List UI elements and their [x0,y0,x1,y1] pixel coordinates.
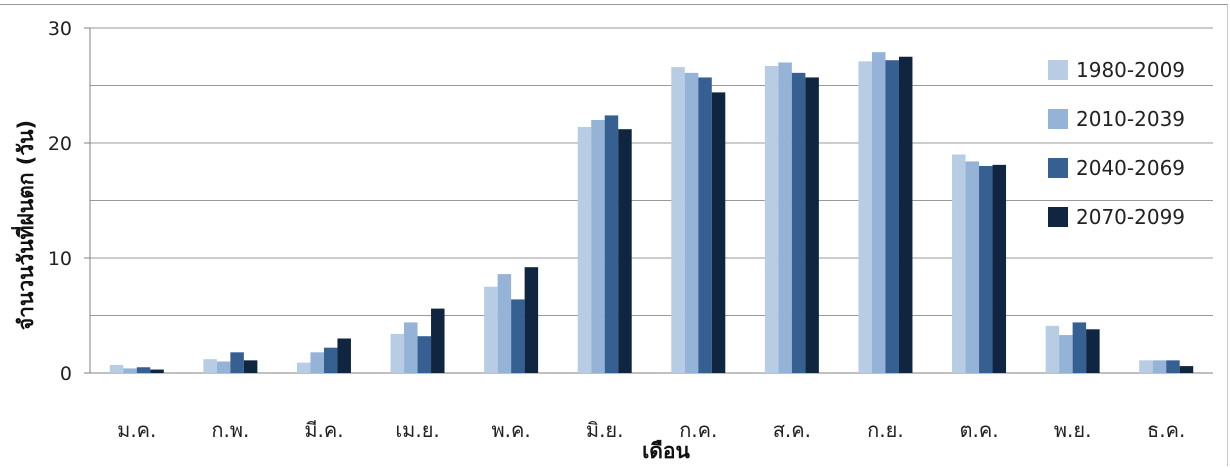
x-tick-label: ต.ค. [959,418,998,442]
bar [1072,322,1087,373]
bar [885,60,899,373]
axes [84,27,1213,374]
legend-label: 1980-2009 [1076,58,1185,82]
bar [992,164,1007,373]
bar [858,61,872,373]
y-tick-label: 20 [48,133,72,155]
bars [109,52,1194,374]
bar [711,92,726,374]
legend-swatch [1048,158,1068,178]
bar [591,120,605,373]
bar [310,352,324,373]
chart-frame [0,4,1228,466]
bar [778,62,792,373]
bar [1152,360,1167,373]
bar [296,362,311,373]
bar [898,56,913,373]
bar [203,359,217,373]
x-tick-label: ก.ย. [867,418,904,442]
y-tick-label: 10 [48,248,72,270]
legend-label: 2010-2039 [1076,107,1185,131]
bar [136,367,151,373]
bar [484,286,498,373]
bar [1179,366,1194,373]
y-axis-title: จำนวนวันที่ฝนตก (วัน) [10,120,38,330]
y-tick-label: 30 [48,18,72,40]
x-tick-label: ธ.ค. [1147,418,1185,442]
gridlines [90,27,1213,316]
x-tick-label: พ.ค. [491,418,530,442]
bar [1059,335,1073,373]
bar [511,299,525,373]
bar [952,154,966,373]
bar [618,129,632,373]
y-tick-labels: 0 10 20 30 [48,18,72,385]
bar [1086,329,1100,373]
x-tick-label: ก.พ. [211,418,249,442]
bar [965,161,980,373]
x-tick-labels: ม.ค. ก.พ. มี.ค. เม.ย. พ.ค. มิ.ย. ก.ค. ส.ค. ก.ย. ต… [117,418,1185,442]
legend-label: 2040-2069 [1076,156,1185,180]
bar [404,322,418,373]
bar [123,368,137,373]
bar [604,115,619,374]
bar [230,352,244,373]
legend-swatch [1048,60,1068,80]
bar [524,267,539,373]
x-axis-title: เดือน [642,439,690,463]
bar [323,347,338,373]
bar [1045,325,1060,373]
bar [1139,360,1153,373]
bar [1166,360,1180,373]
bar [684,72,699,373]
legend-label: 2070-2099 [1076,205,1185,229]
x-tick-label: พ.ย. [1054,418,1092,442]
bar [109,364,124,373]
x-tick-label: ก.ค. [679,418,717,442]
bar [390,333,405,373]
bar [979,166,993,373]
y-tick-label: 0 [60,363,72,385]
bar [871,52,886,374]
bar [337,338,351,373]
bar [497,274,512,373]
legend-swatch [1048,207,1068,227]
x-tick-label: ส.ค. [773,418,811,442]
bar [216,361,231,373]
bar [243,360,258,373]
x-tick-label: มิ.ย. [586,418,624,442]
x-tick-label: มี.ค. [304,418,343,442]
bar [764,65,779,373]
bar [791,72,806,373]
x-tick-label: ม.ค. [117,418,156,442]
bar [698,77,712,373]
legend-swatch [1048,109,1068,129]
bar [417,336,432,373]
legend: 1980-2009 2010-2039 2040-2069 2070-2099 [1048,58,1185,229]
bar [577,126,592,374]
x-tick-label: เม.ย. [395,418,439,442]
bar [671,67,685,373]
bar [805,77,819,373]
bar [431,308,445,373]
bar [150,369,164,373]
